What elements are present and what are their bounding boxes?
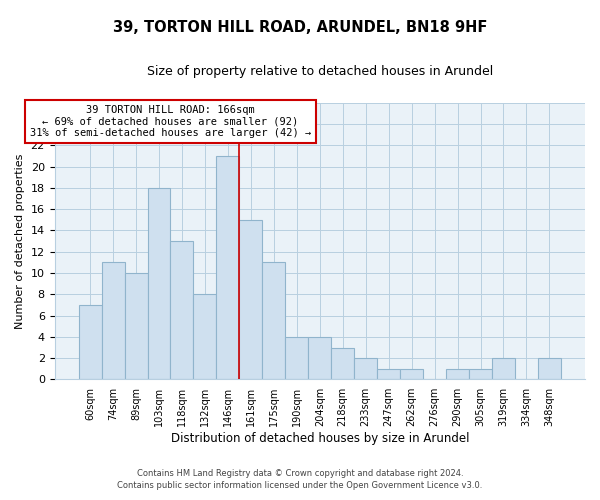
Bar xyxy=(193,294,217,380)
Text: Contains HM Land Registry data © Crown copyright and database right 2024.
Contai: Contains HM Land Registry data © Crown c… xyxy=(118,468,482,490)
Bar xyxy=(308,337,331,380)
Bar xyxy=(101,262,125,380)
X-axis label: Distribution of detached houses by size in Arundel: Distribution of detached houses by size … xyxy=(170,432,469,445)
Bar xyxy=(331,348,354,380)
Bar xyxy=(148,188,170,380)
Text: 39, TORTON HILL ROAD, ARUNDEL, BN18 9HF: 39, TORTON HILL ROAD, ARUNDEL, BN18 9HF xyxy=(113,20,487,35)
Bar xyxy=(354,358,377,380)
Bar xyxy=(469,369,492,380)
Bar xyxy=(170,241,193,380)
Bar xyxy=(538,358,561,380)
Bar xyxy=(79,305,101,380)
Bar xyxy=(262,262,286,380)
Bar xyxy=(286,337,308,380)
Bar xyxy=(239,220,262,380)
Bar xyxy=(377,369,400,380)
Y-axis label: Number of detached properties: Number of detached properties xyxy=(15,154,25,329)
Title: Size of property relative to detached houses in Arundel: Size of property relative to detached ho… xyxy=(146,65,493,78)
Bar xyxy=(217,156,239,380)
Bar xyxy=(125,273,148,380)
Bar xyxy=(492,358,515,380)
Bar xyxy=(446,369,469,380)
Text: 39 TORTON HILL ROAD: 166sqm
← 69% of detached houses are smaller (92)
31% of sem: 39 TORTON HILL ROAD: 166sqm ← 69% of det… xyxy=(30,105,311,138)
Bar xyxy=(400,369,423,380)
